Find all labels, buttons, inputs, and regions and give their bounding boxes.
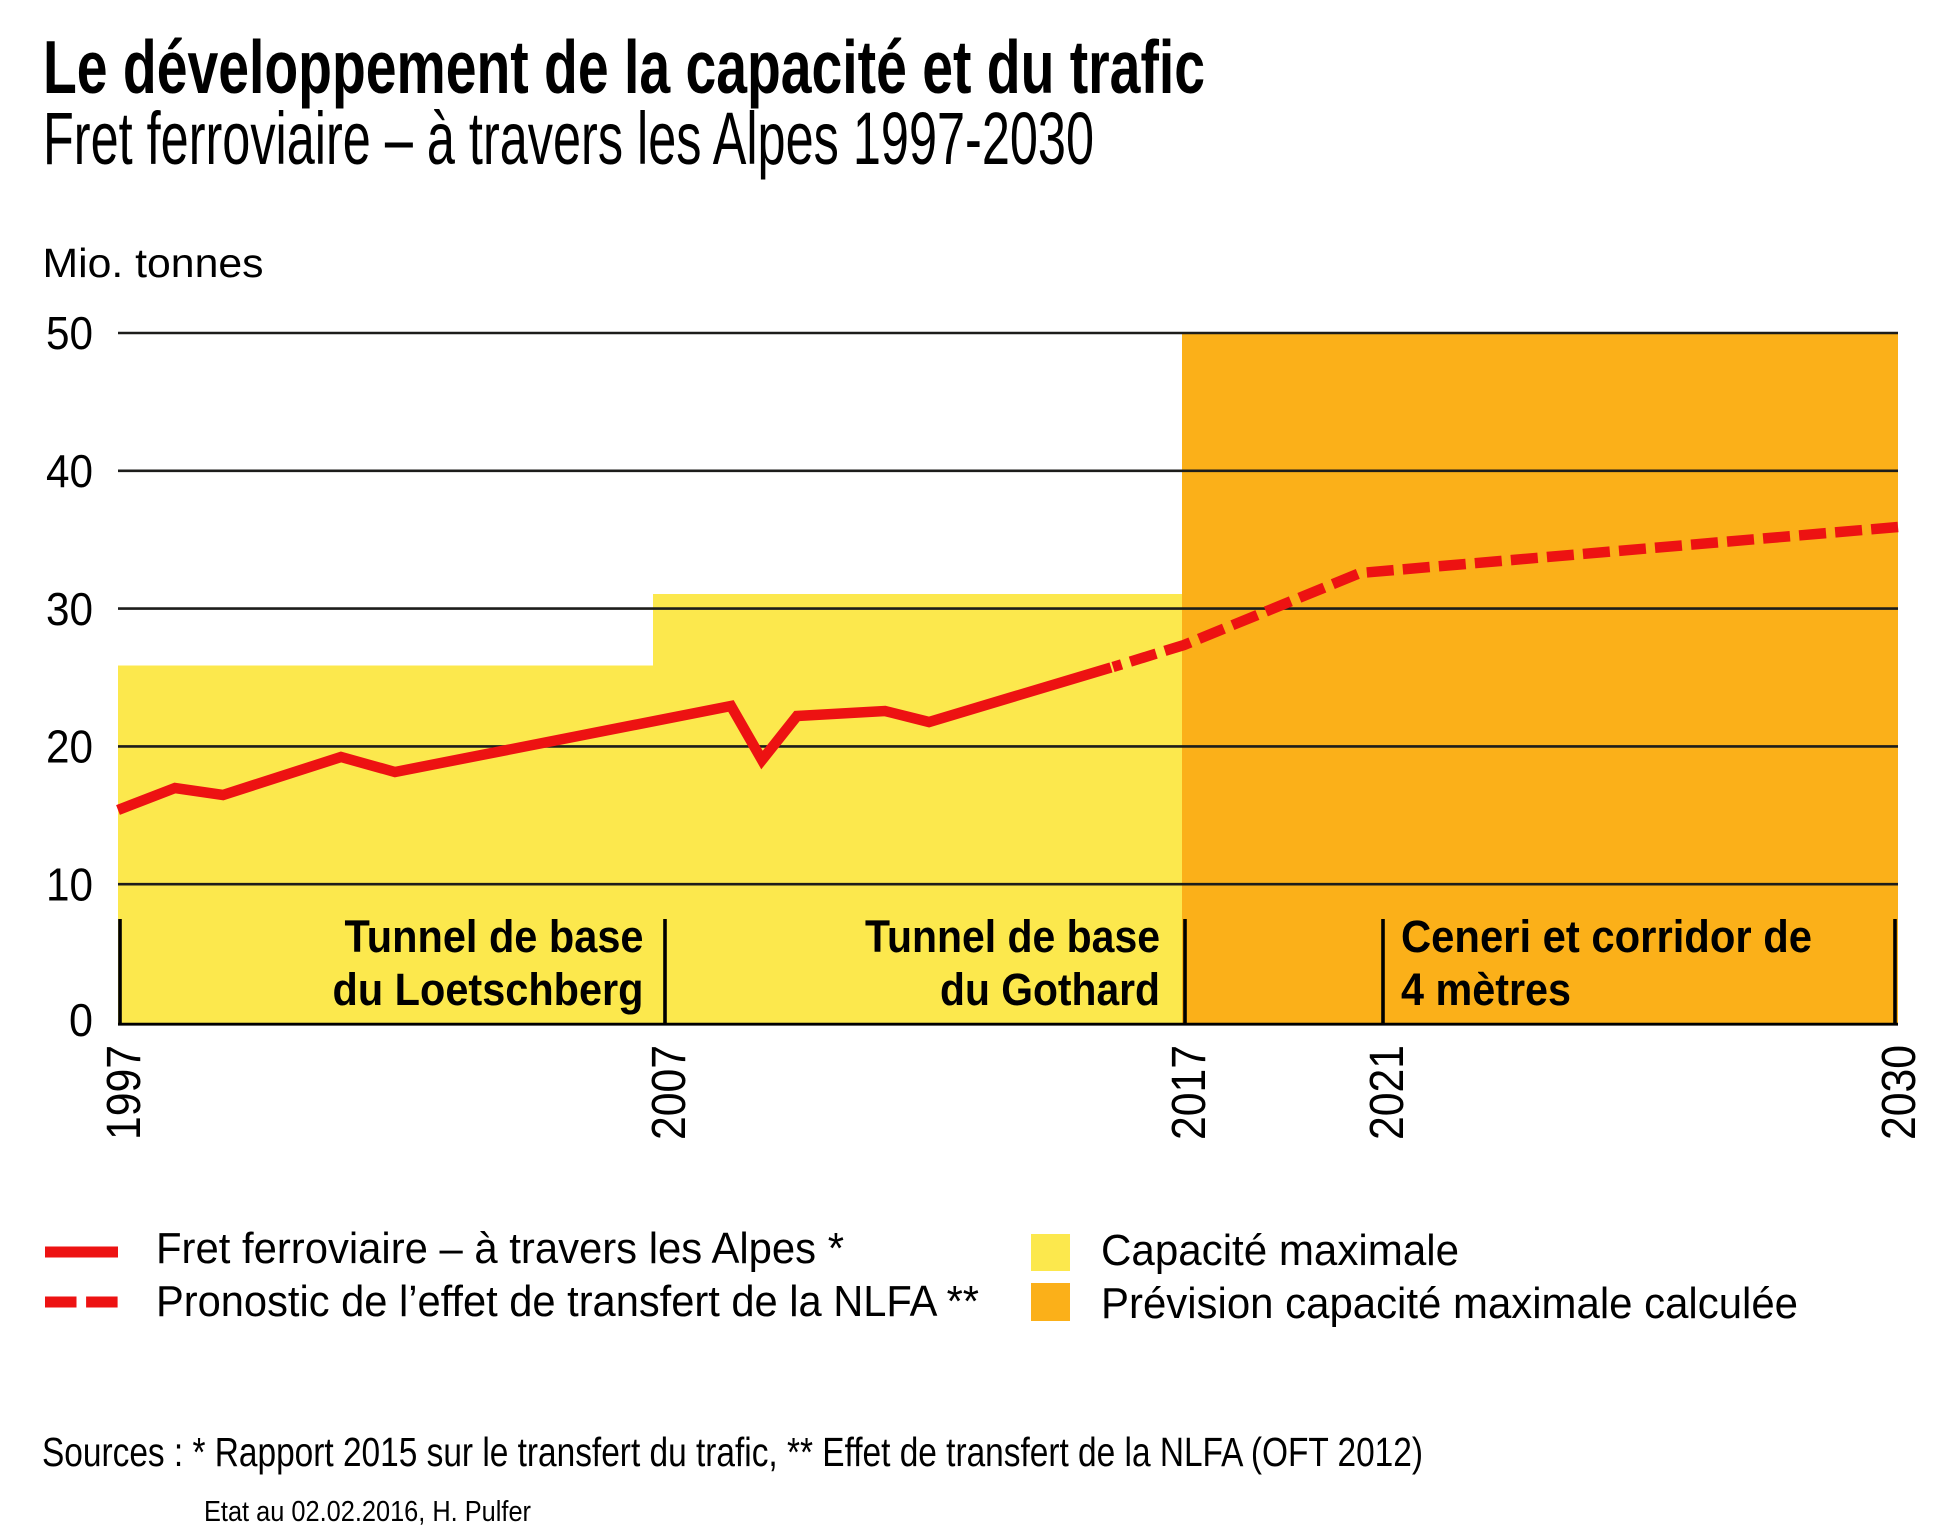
svg-text:Fret ferroviaire – à travers l: Fret ferroviaire – à travers les Alpes 1… (43, 97, 1094, 180)
svg-text:Sources : * Rapport 2015 sur l: Sources : * Rapport 2015 sur le transfer… (42, 1429, 1423, 1475)
svg-text:4 mètres: 4 mètres (1401, 964, 1571, 1015)
svg-text:2017: 2017 (1163, 1045, 1216, 1140)
svg-text:40: 40 (46, 445, 93, 497)
svg-text:10: 10 (46, 859, 93, 911)
svg-text:20: 20 (46, 721, 93, 773)
svg-text:Capacité maximale: Capacité maximale (1101, 1226, 1459, 1275)
svg-text:Fret ferroviaire – à travers l: Fret ferroviaire – à travers les Alpes * (156, 1224, 844, 1273)
svg-text:du Loetschberg: du Loetschberg (333, 964, 644, 1015)
svg-text:2007: 2007 (643, 1045, 696, 1140)
svg-text:Tunnel de base: Tunnel de base (345, 911, 644, 962)
svg-text:50: 50 (46, 307, 93, 359)
svg-text:2021: 2021 (1361, 1045, 1414, 1140)
svg-text:Pronostic de l’effet de transf: Pronostic de l’effet de transfert de la … (156, 1277, 979, 1326)
svg-text:Mio. tonnes: Mio. tonnes (43, 240, 264, 286)
svg-text:2030: 2030 (1873, 1045, 1926, 1140)
svg-text:Tunnel de base: Tunnel de base (865, 911, 1160, 962)
svg-text:Le développement de la capacit: Le développement de la capacité et du tr… (43, 25, 1205, 109)
svg-text:Prévision capacité maximale ca: Prévision capacité maximale calculée (1101, 1279, 1798, 1328)
svg-text:du Gothard: du Gothard (940, 964, 1160, 1015)
svg-text:1997: 1997 (98, 1045, 151, 1140)
svg-text:Ceneri et corridor de: Ceneri et corridor de (1401, 911, 1812, 962)
svg-text:Etat au 02.02.2016, H. Pulfer: Etat au 02.02.2016, H. Pulfer (204, 1496, 531, 1528)
svg-text:0: 0 (69, 994, 93, 1046)
svg-text:30: 30 (46, 583, 93, 635)
